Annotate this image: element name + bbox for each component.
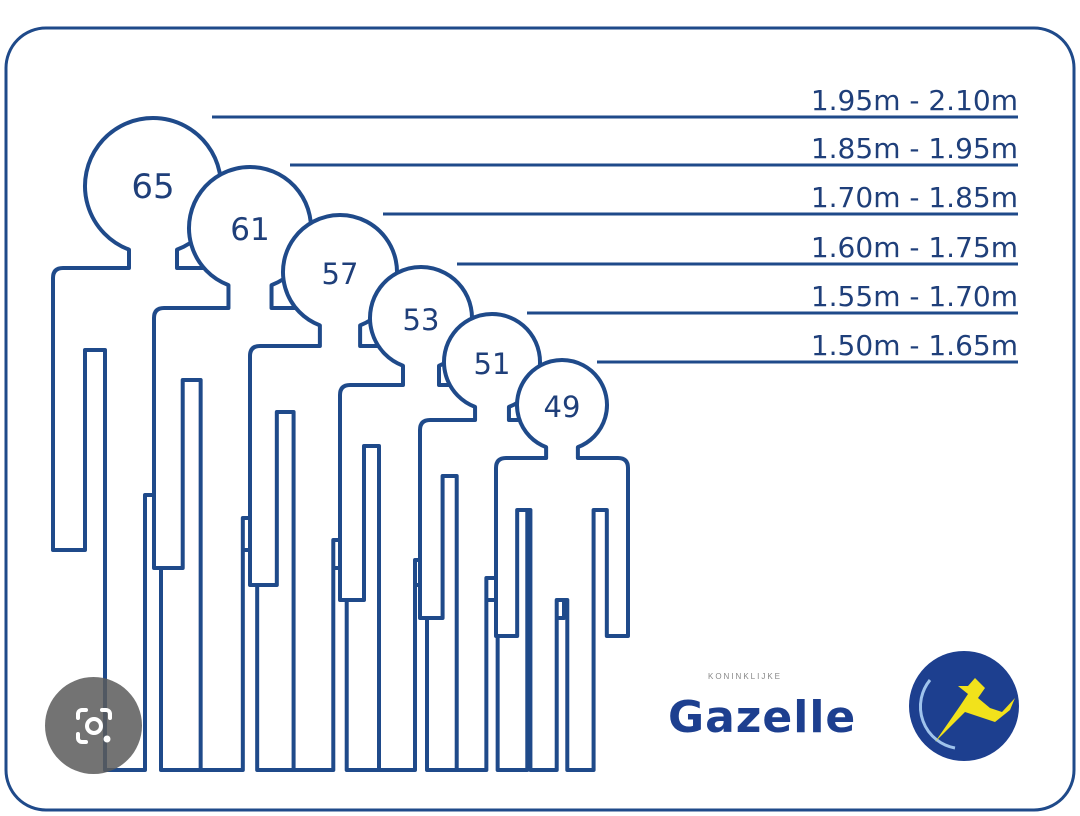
logo-brand-text: Gazelle [668,692,856,743]
logo-small-text: KONINKLIJKE [708,672,782,681]
frame-size-label: 65 [131,167,174,207]
frame-size-label: 57 [322,257,359,291]
frame-size-label: 61 [230,212,269,248]
height-range-label: 1.70m - 1.85m [811,181,1018,214]
figure-size-49: 49 [494,358,630,772]
logo: KONINKLIJKE Gazelle [668,651,1019,761]
height-range-label: 1.85m - 1.95m [811,132,1018,165]
height-range-label: 1.95m - 2.10m [811,84,1018,117]
frame-size-label: 53 [403,303,440,337]
frame-size-label: 51 [474,347,511,381]
height-range-label: 1.50m - 1.65m [811,329,1018,362]
lens-camera-icon [75,707,112,744]
frame-size-label: 49 [544,390,581,424]
lens-search-button[interactable] [45,677,142,774]
height-range-label: 1.60m - 1.75m [811,231,1018,264]
gazelle-emblem-icon [909,651,1019,761]
figure-silhouette [494,358,630,772]
height-range-label: 1.55m - 1.70m [811,280,1018,313]
